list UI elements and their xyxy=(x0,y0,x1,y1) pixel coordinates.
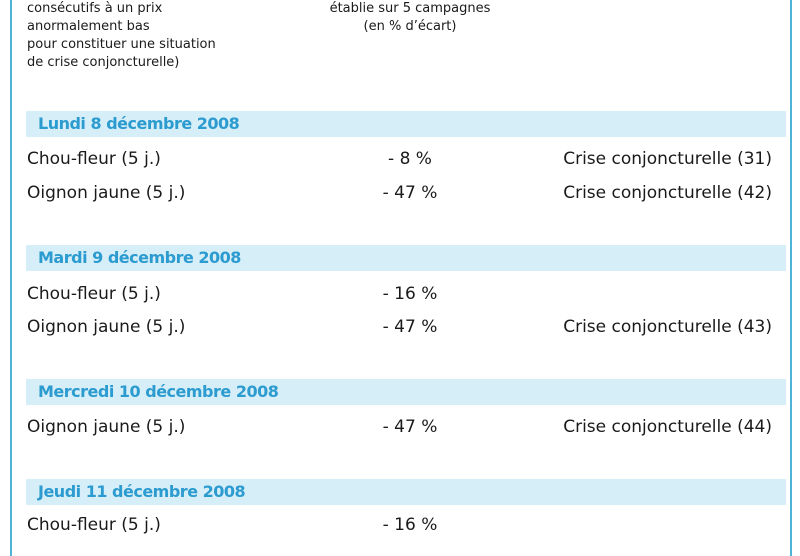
header-criteria-line: de crise conjoncturelle) xyxy=(27,55,180,70)
header-criteria-line: consécutifs à un prix xyxy=(27,1,163,16)
crisis-status: Crise conjoncturelle (31) xyxy=(563,149,772,169)
section-date-band: Mercredi 10 décembre 2008 xyxy=(26,379,786,405)
header-criteria-line: pour constituer une situation xyxy=(27,37,216,52)
product-name: Oignon jaune (5 j.) xyxy=(27,183,186,203)
table-row: Chou-fleur (5 j.) - 16 % xyxy=(0,515,800,539)
table-row: Oignon jaune (5 j.) - 47 % Crise conjonc… xyxy=(0,317,800,341)
table-row: Chou-fleur (5 j.) - 16 % xyxy=(0,284,800,308)
product-name: Chou-fleur (5 j.) xyxy=(27,284,161,304)
header-deviation: établie sur 5 campagnes (en % d’écart) xyxy=(300,0,520,36)
product-name: Oignon jaune (5 j.) xyxy=(27,417,186,437)
section-date: Mercredi 10 décembre 2008 xyxy=(38,382,279,401)
section-date-band: Jeudi 11 décembre 2008 xyxy=(26,479,786,505)
price-deviation: - 16 % xyxy=(382,284,438,304)
section-date: Lundi 8 décembre 2008 xyxy=(38,114,240,133)
crisis-status: Crise conjoncturelle (43) xyxy=(563,317,772,337)
section-date: Jeudi 11 décembre 2008 xyxy=(38,482,246,501)
header-deviation-line: établie sur 5 campagnes xyxy=(329,1,491,16)
section-date-band: Lundi 8 décembre 2008 xyxy=(26,111,786,137)
table-row: Oignon jaune (5 j.) - 47 % Crise conjonc… xyxy=(0,183,800,207)
price-deviation: - 47 % xyxy=(382,417,438,437)
price-deviation: - 16 % xyxy=(382,515,438,535)
table-row: Chou-fleur (5 j.) - 8 % Crise conjonctur… xyxy=(0,149,800,173)
header-deviation-line: (en % d’écart) xyxy=(363,19,457,34)
price-deviation: - 47 % xyxy=(382,183,438,203)
product-name: Chou-fleur (5 j.) xyxy=(27,149,161,169)
table-frame xyxy=(10,0,792,556)
crisis-status: Crise conjoncturelle (44) xyxy=(563,417,772,437)
product-name: Oignon jaune (5 j.) xyxy=(27,317,186,337)
product-name: Chou-fleur (5 j.) xyxy=(27,515,161,535)
table-row: Oignon jaune (5 j.) - 47 % Crise conjonc… xyxy=(0,417,800,441)
section-date-band: Mardi 9 décembre 2008 xyxy=(26,245,786,271)
header-criteria: consécutifs à un prix anormalement bas p… xyxy=(27,0,287,72)
header-criteria-line: anormalement bas xyxy=(27,19,150,34)
crisis-status: Crise conjoncturelle (42) xyxy=(563,183,772,203)
price-deviation: - 47 % xyxy=(382,317,438,337)
section-date: Mardi 9 décembre 2008 xyxy=(38,248,241,267)
price-deviation: - 8 % xyxy=(388,149,432,169)
